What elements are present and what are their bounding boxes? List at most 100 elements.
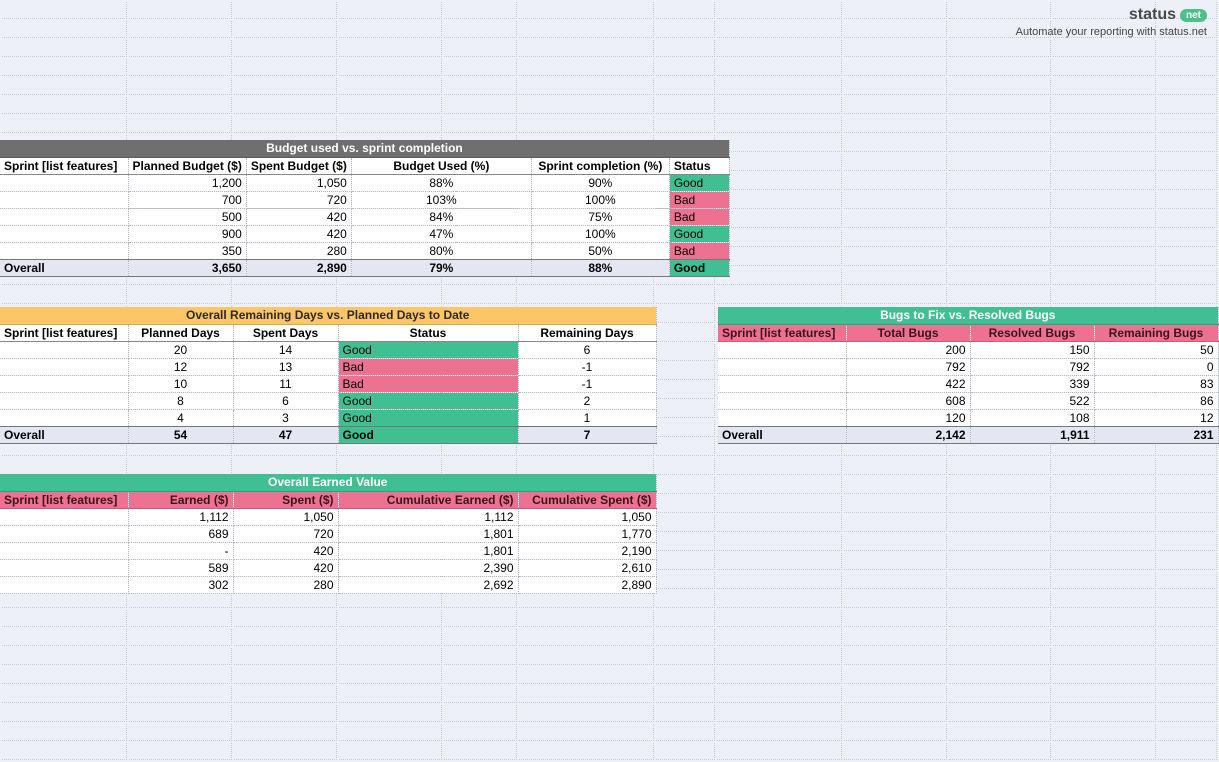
earned-cell-spent[interactable]: 280: [233, 576, 338, 593]
remaining-cell-status[interactable]: Good: [338, 409, 518, 426]
earned-cell-cspent[interactable]: 1,050: [518, 508, 656, 525]
earned-row[interactable]: 1,1121,0501,1121,050: [0, 508, 656, 525]
budget-cell-status[interactable]: Bad: [669, 242, 729, 259]
budget-cell-planned[interactable]: 1,200: [128, 174, 246, 191]
earned-cell-earned[interactable]: -: [128, 542, 233, 559]
remaining-hdr-status[interactable]: Status: [338, 324, 518, 341]
bugs-hdr-total[interactable]: Total Bugs: [846, 324, 970, 341]
budget-cell-planned[interactable]: 350: [128, 242, 246, 259]
budget-cell-status[interactable]: Bad: [669, 208, 729, 225]
bugs-overall-row[interactable]: Overall 2,142 1,911 231: [718, 426, 1218, 443]
remaining-cell-spent[interactable]: 11: [233, 375, 338, 392]
remaining-cell-remaining[interactable]: 6: [518, 341, 656, 358]
remaining-row[interactable]: 1213Bad-1: [0, 358, 656, 375]
earned-cell-spent[interactable]: 420: [233, 559, 338, 576]
earned-cell-spent[interactable]: 720: [233, 525, 338, 542]
budget-cell-sprint[interactable]: [0, 208, 128, 225]
remaining-cell-planned[interactable]: 20: [128, 341, 233, 358]
budget-hdr-status[interactable]: Status: [669, 157, 729, 174]
bugs-hdr-remaining[interactable]: Remaining Bugs: [1094, 324, 1218, 341]
remaining-row[interactable]: 1011Bad-1: [0, 375, 656, 392]
earned-cell-cspent[interactable]: 2,190: [518, 542, 656, 559]
bugs-cell-remaining[interactable]: 86: [1094, 392, 1218, 409]
earned-hdr-cspent[interactable]: Cumulative Spent ($): [518, 491, 656, 508]
remaining-cell-planned[interactable]: 10: [128, 375, 233, 392]
bugs-cell-resolved[interactable]: 522: [970, 392, 1094, 409]
bugs-cell-total[interactable]: 608: [846, 392, 970, 409]
budget-cell-completion[interactable]: 100%: [531, 191, 669, 208]
remaining-cell-planned[interactable]: 4: [128, 409, 233, 426]
earned-row[interactable]: -4201,8012,190: [0, 542, 656, 559]
remaining-cell-remaining[interactable]: 1: [518, 409, 656, 426]
budget-hdr-completion[interactable]: Sprint completion (%): [531, 157, 669, 174]
earned-cell-cearned[interactable]: 2,390: [338, 559, 518, 576]
budget-cell-spent[interactable]: 420: [246, 208, 351, 225]
remaining-row[interactable]: 86Good2: [0, 392, 656, 409]
earned-cell-sprint[interactable]: [0, 542, 128, 559]
earned-cell-cspent[interactable]: 2,610: [518, 559, 656, 576]
remaining-overall-row[interactable]: Overall 54 47 Good 7: [0, 426, 656, 443]
budget-cell-completion[interactable]: 50%: [531, 242, 669, 259]
remaining-hdr-remaining[interactable]: Remaining Days: [518, 324, 656, 341]
earned-cell-earned[interactable]: 1,112: [128, 508, 233, 525]
earned-cell-earned[interactable]: 689: [128, 525, 233, 542]
remaining-cell-remaining[interactable]: -1: [518, 358, 656, 375]
budget-row[interactable]: 35028080%50%Bad: [0, 242, 729, 259]
budget-row[interactable]: 90042047%100%Good: [0, 225, 729, 242]
bugs-cell-sprint[interactable]: [718, 358, 846, 375]
remaining-cell-spent[interactable]: 14: [233, 341, 338, 358]
remaining-hdr-planned[interactable]: Planned Days: [128, 324, 233, 341]
bugs-cell-remaining[interactable]: 50: [1094, 341, 1218, 358]
remaining-cell-remaining[interactable]: -1: [518, 375, 656, 392]
bugs-row[interactable]: 12010812: [718, 409, 1218, 426]
remaining-cell-status[interactable]: Bad: [338, 375, 518, 392]
earned-hdr-earned[interactable]: Earned ($): [128, 491, 233, 508]
budget-cell-status[interactable]: Good: [669, 225, 729, 242]
bugs-row[interactable]: 42233983: [718, 375, 1218, 392]
remaining-cell-remaining[interactable]: 2: [518, 392, 656, 409]
earned-cell-sprint[interactable]: [0, 576, 128, 593]
budget-cell-completion[interactable]: 90%: [531, 174, 669, 191]
remaining-cell-sprint[interactable]: [0, 375, 128, 392]
earned-cell-cspent[interactable]: 2,890: [518, 576, 656, 593]
budget-cell-sprint[interactable]: [0, 242, 128, 259]
bugs-cell-sprint[interactable]: [718, 375, 846, 392]
budget-cell-status[interactable]: Good: [669, 174, 729, 191]
bugs-cell-resolved[interactable]: 108: [970, 409, 1094, 426]
bugs-hdr-sprint[interactable]: Sprint [list features]: [718, 324, 846, 341]
remaining-cell-status[interactable]: Good: [338, 392, 518, 409]
budget-cell-sprint[interactable]: [0, 191, 128, 208]
budget-cell-sprint[interactable]: [0, 225, 128, 242]
earned-cell-cspent[interactable]: 1,770: [518, 525, 656, 542]
earned-cell-sprint[interactable]: [0, 559, 128, 576]
remaining-cell-planned[interactable]: 12: [128, 358, 233, 375]
budget-row[interactable]: 50042084%75%Bad: [0, 208, 729, 225]
bugs-cell-resolved[interactable]: 150: [970, 341, 1094, 358]
remaining-cell-spent[interactable]: 13: [233, 358, 338, 375]
budget-cell-used[interactable]: 47%: [351, 225, 531, 242]
budget-row[interactable]: 700720103%100%Bad: [0, 191, 729, 208]
remaining-row[interactable]: 2014Good6: [0, 341, 656, 358]
budget-cell-completion[interactable]: 75%: [531, 208, 669, 225]
budget-cell-spent[interactable]: 420: [246, 225, 351, 242]
budget-cell-planned[interactable]: 700: [128, 191, 246, 208]
remaining-cell-sprint[interactable]: [0, 409, 128, 426]
budget-cell-planned[interactable]: 500: [128, 208, 246, 225]
budget-hdr-sprint[interactable]: Sprint [list features]: [0, 157, 128, 174]
budget-hdr-spent[interactable]: Spent Budget ($): [246, 157, 351, 174]
bugs-cell-resolved[interactable]: 339: [970, 375, 1094, 392]
budget-cell-completion[interactable]: 100%: [531, 225, 669, 242]
bugs-cell-total[interactable]: 200: [846, 341, 970, 358]
remaining-cell-status[interactable]: Good: [338, 341, 518, 358]
remaining-row[interactable]: 43Good1: [0, 409, 656, 426]
earned-row[interactable]: 5894202,3902,610: [0, 559, 656, 576]
bugs-cell-remaining[interactable]: 0: [1094, 358, 1218, 375]
remaining-cell-status[interactable]: Bad: [338, 358, 518, 375]
remaining-cell-planned[interactable]: 8: [128, 392, 233, 409]
remaining-cell-sprint[interactable]: [0, 341, 128, 358]
budget-cell-spent[interactable]: 280: [246, 242, 351, 259]
earned-cell-earned[interactable]: 302: [128, 576, 233, 593]
budget-cell-status[interactable]: Bad: [669, 191, 729, 208]
budget-hdr-planned[interactable]: Planned Budget ($): [128, 157, 246, 174]
remaining-cell-sprint[interactable]: [0, 358, 128, 375]
